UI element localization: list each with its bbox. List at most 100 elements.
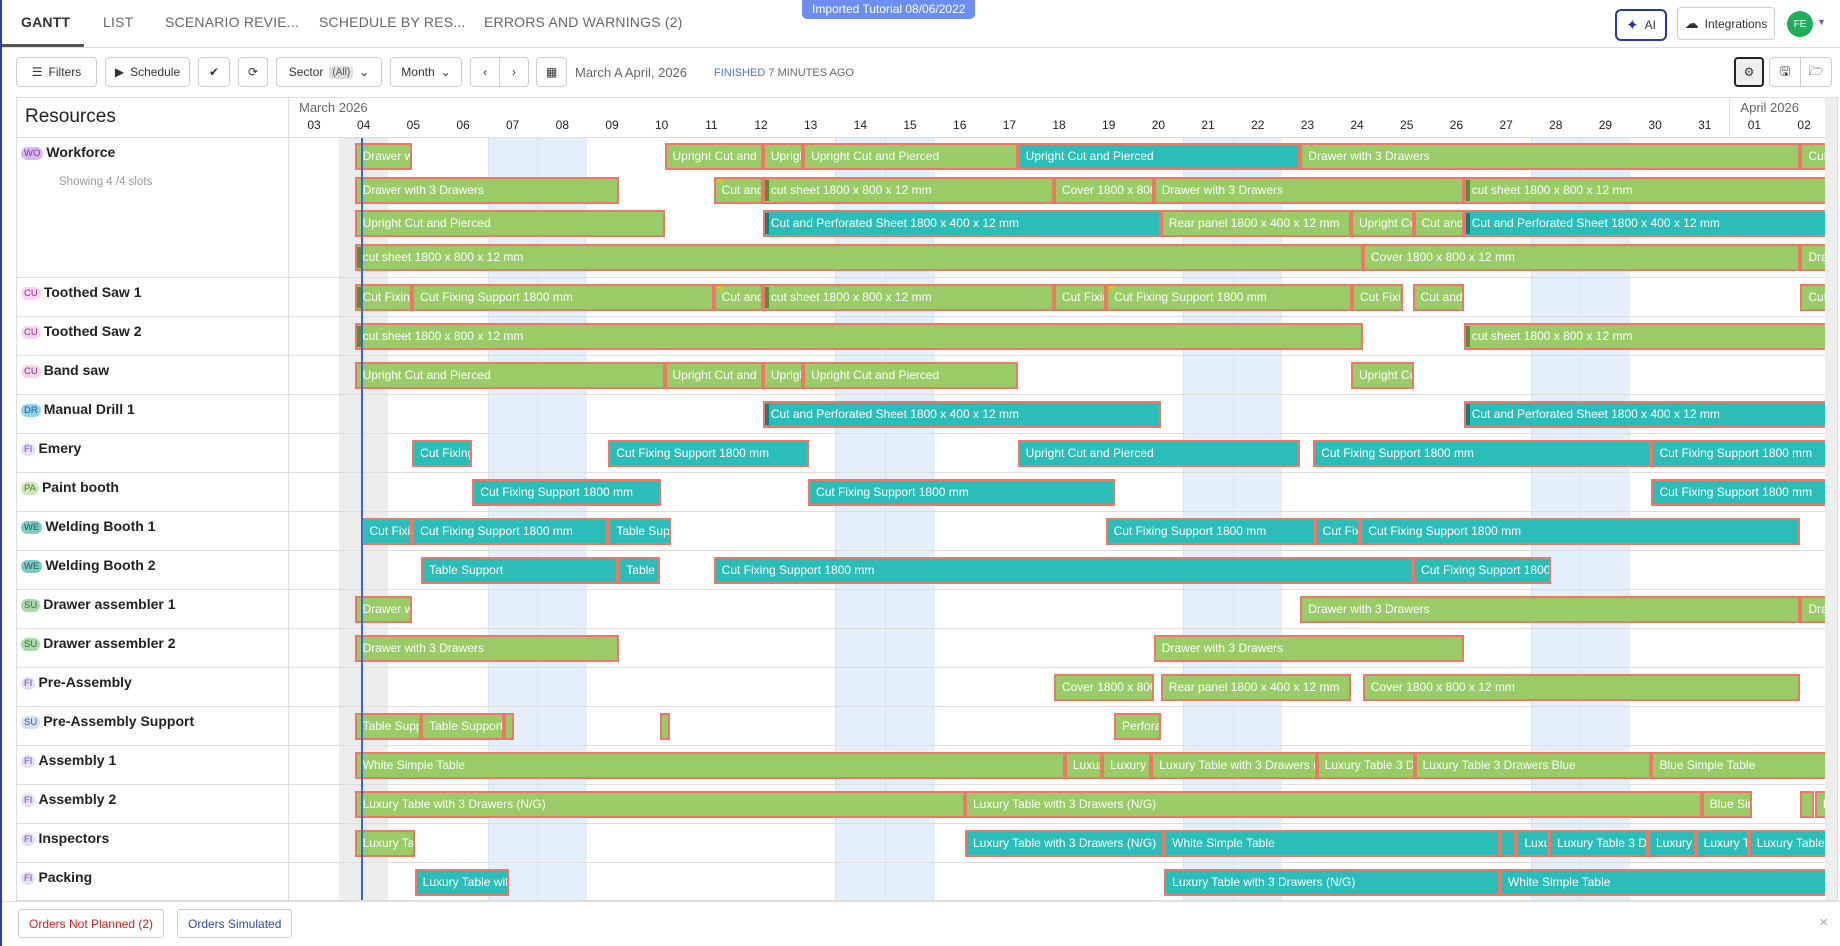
- gantt-bar[interactable]: White Simple Table: [1164, 830, 1500, 857]
- gantt-bar[interactable]: Luxury Table: [1516, 830, 1550, 857]
- avatar-dropdown-icon[interactable]: ▼: [1817, 17, 1826, 27]
- vertical-scrollbar[interactable]: [1825, 98, 1837, 900]
- gantt-bar[interactable]: Drawer with 3 Drawers: [1800, 596, 1827, 623]
- gantt-bar[interactable]: Cut Fixing Support 1800 mm: [1651, 440, 1827, 467]
- gantt-bar[interactable]: Cut Fixing Support 1800 mm: [1413, 557, 1551, 584]
- gantt-bar[interactable]: Cut Fixing Support 1800 mm: [412, 518, 609, 545]
- gantt-bar[interactable]: Cut Fixing Support 1800 mm: [808, 479, 1115, 506]
- gantt-bar[interactable]: [1800, 791, 1814, 818]
- gantt-bar[interactable]: White Simple Table: [354, 752, 1065, 779]
- ai-button[interactable]: ✦ AI: [1615, 9, 1667, 41]
- resource-label[interactable]: SU Pre-Assembly Support: [17, 707, 289, 745]
- gantt-bar[interactable]: Upright Cut and Pierced: [664, 362, 763, 389]
- view-select[interactable]: Month ⌄: [390, 57, 462, 87]
- integrations-button[interactable]: ☁ Integrations: [1677, 7, 1775, 40]
- gantt-bar[interactable]: Drawer with 3 Drawers: [354, 596, 413, 623]
- gantt-bar[interactable]: Cut and Pierced: [1412, 284, 1464, 311]
- settings-button[interactable]: ⚙: [1734, 57, 1764, 87]
- gantt-bar[interactable]: Drawer with 3 Drawers: [354, 143, 413, 170]
- gantt-bar[interactable]: Blue Simple Table: [1701, 791, 1753, 818]
- gantt-bar[interactable]: Cut Fixing Support 1800 mm: [412, 440, 473, 467]
- gantt-bar[interactable]: Cut Fixing Support 1800 mm: [412, 284, 714, 311]
- resource-label[interactable]: WE Welding Booth 1: [17, 512, 289, 550]
- gantt-bar[interactable]: Drawer with 3 Drawers: [1300, 596, 1801, 623]
- gantt-bar[interactable]: Cut Fixing Support 1800 mm: [472, 479, 662, 506]
- gantt-bar[interactable]: Cover 1800 x 800 x 12 mm: [1053, 674, 1154, 701]
- gantt-bar[interactable]: Luxury Table with 3 Drawers (N/G): [965, 830, 1165, 857]
- gantt-bar[interactable]: Luxury Table with 3 Drawers (N/G): [965, 791, 1702, 818]
- gantt-bar[interactable]: Table Support: [421, 557, 619, 584]
- resource-label[interactable]: SU Drawer assembler 1: [17, 590, 289, 628]
- resource-label[interactable]: WE Welding Booth 2: [17, 551, 289, 589]
- gantt-bar[interactable]: Cut Fixing Support 1800 mm: [1105, 518, 1315, 545]
- gantt-bar[interactable]: cut sheet 1800 x 800 x 12 mm: [1463, 176, 1827, 204]
- tab-list[interactable]: LIST: [103, 14, 134, 30]
- resource-label[interactable]: SU Drawer assembler 2: [17, 629, 289, 667]
- tab-errors-and-warnings[interactable]: ERRORS AND WARNINGS (2): [484, 14, 683, 30]
- gantt-bar[interactable]: Upright Cut and Pierced: [664, 143, 763, 170]
- gantt-bar[interactable]: Luxury Table with 3 Drawers (N/G): [354, 791, 965, 818]
- save-button[interactable]: 🖫: [1769, 57, 1801, 87]
- resource-label[interactable]: CU Toothed Saw 2: [17, 317, 289, 355]
- gantt-bar[interactable]: Rear panel 1800 x 400 x 12 mm: [1160, 674, 1351, 701]
- tab-schedule-by-resource[interactable]: SCHEDULE BY RES...: [319, 14, 466, 30]
- gantt-bar[interactable]: Luxury Table with 3 Drawers: [1064, 752, 1103, 779]
- gantt-bar[interactable]: [503, 713, 514, 740]
- resource-label[interactable]: FI Emery: [17, 434, 289, 472]
- resource-label[interactable]: FI Assembly 1: [17, 746, 289, 784]
- gantt-bar[interactable]: Upright Cut and Pierced: [1017, 440, 1301, 467]
- gantt-bar[interactable]: Cut and Perforated Sheet: [713, 284, 763, 311]
- gantt-bar[interactable]: Cut Fixing Support 1800 mm: [354, 284, 413, 311]
- resource-label[interactable]: PA Paint booth: [17, 473, 289, 511]
- gantt-bar[interactable]: Cut and Perforated Sheet 1800 x 400 x 12…: [762, 210, 1161, 237]
- gantt-bar[interactable]: Drawer with 3 Drawers: [354, 176, 619, 204]
- gantt-bar[interactable]: Cut and Perforated Sheet 1800 x 400 x 12…: [1463, 210, 1827, 237]
- gantt-bar[interactable]: cut sheet 1800 x 800 x 12 mm: [354, 243, 1363, 271]
- gantt-bar[interactable]: Cut Fixing Support 1800 mm: [1360, 518, 1801, 545]
- gantt-bar[interactable]: Luxury Table with 3 Drawers: [1748, 830, 1827, 857]
- orders-simulated-button[interactable]: Orders Simulated: [177, 909, 293, 938]
- open-button[interactable]: 🗁: [1800, 57, 1832, 87]
- gantt-bar[interactable]: Cut Fixing Support 1800 mm: [1106, 284, 1352, 311]
- avatar[interactable]: FE: [1787, 11, 1813, 37]
- gantt-bar[interactable]: Cut Fixing Support 1800 mm: [608, 440, 810, 467]
- gantt-bar[interactable]: Table Support: [608, 518, 672, 545]
- gantt-bar[interactable]: [659, 713, 670, 740]
- gantt-bar[interactable]: Luxury Table: [1102, 752, 1152, 779]
- gantt-bar[interactable]: Table Support: [618, 557, 660, 584]
- gantt-bar[interactable]: Drawer with 3 Drawers: [1300, 143, 1801, 170]
- resource-label[interactable]: FI Packing: [17, 863, 289, 900]
- gantt-bar[interactable]: cut sheet 1800 x 800 x 12 mm: [354, 323, 1363, 350]
- gantt-bar[interactable]: cut sheet 1800 x 800 x 12 mm: [1463, 323, 1827, 350]
- gantt-bar[interactable]: Upright Cut and Pierced: [803, 143, 1018, 170]
- gantt-bar[interactable]: Perforated Sheet: [1114, 713, 1161, 740]
- refresh-button[interactable]: ⟳: [238, 57, 268, 87]
- gantt-bar[interactable]: Cut and Pierced: [1800, 284, 1827, 311]
- gantt-bar[interactable]: Luxury Table 3 Drawers: [1316, 752, 1415, 779]
- gantt-bar[interactable]: Cover 1800 x 800 x 12 mm: [1362, 674, 1801, 701]
- gantt-bar[interactable]: Cut Fixing Support 1800 mm: [1651, 479, 1827, 506]
- next-button[interactable]: ›: [499, 57, 529, 87]
- gantt-bar[interactable]: Luxury Table 3 Drawers Blue: [1414, 752, 1652, 779]
- gantt-bar[interactable]: Luxury Table: [1647, 830, 1696, 857]
- resource-label[interactable]: FI Assembly 2: [17, 785, 289, 823]
- gantt-bar[interactable]: Drawer with 3 Drawers: [1800, 243, 1827, 271]
- gantt-bar[interactable]: Luxury Table 3 Drawers: [1549, 830, 1648, 857]
- gantt-bar[interactable]: Cut and Perforated Sheet 1800 x 400 x 12…: [1463, 401, 1827, 428]
- gantt-bar[interactable]: Cut and Perforated Sheet: [713, 176, 763, 204]
- gantt-bar[interactable]: Cut Fixing Support 1800 mm: [713, 557, 1414, 584]
- gantt-bar[interactable]: Drawer with 3 Drawers: [1153, 176, 1464, 204]
- gantt-bar[interactable]: Luxury Table: [354, 830, 415, 857]
- gantt-bar[interactable]: Cut Fixing Support 1800 mm: [361, 518, 413, 545]
- gantt-bar[interactable]: Table Support: [354, 713, 422, 740]
- gantt-bar[interactable]: cut sheet 1800 x 800 x 12 mm: [762, 284, 1054, 311]
- resource-label[interactable]: DR Manual Drill 1: [17, 395, 289, 433]
- gantt-bar[interactable]: Cut and Pierced: [1800, 143, 1827, 170]
- gantt-bar[interactable]: Upright Cut and Pierced: [1350, 210, 1414, 237]
- gantt-bar[interactable]: Rear panel 1800 x 400 x 12 mm: [1160, 210, 1351, 237]
- gantt-bar[interactable]: Luxury Table with 3 Drawers (N/G): [1151, 752, 1317, 779]
- gantt-bar[interactable]: Luxury Table: [1695, 830, 1749, 857]
- gantt-bar[interactable]: Upright Cut and Pierced: [762, 143, 804, 170]
- gantt-bar[interactable]: White Simple Table: [1499, 869, 1827, 896]
- gantt-bar[interactable]: Drawer with 3 Drawers: [354, 635, 619, 662]
